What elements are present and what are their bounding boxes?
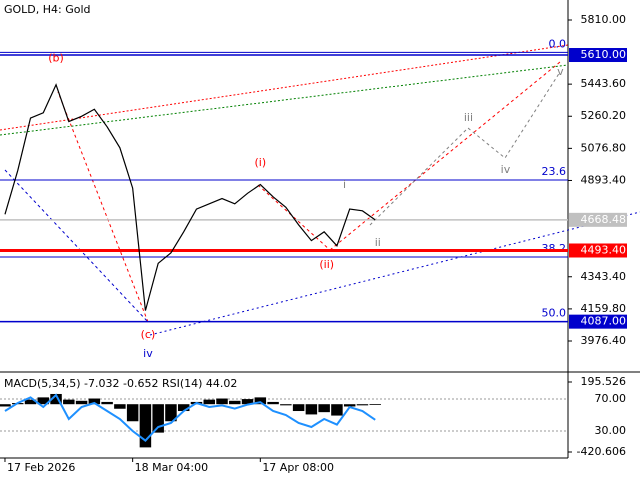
macd-bar — [152, 404, 164, 433]
macd-bar — [63, 399, 75, 405]
macd-bar — [165, 404, 177, 422]
macd-bar — [267, 401, 279, 405]
macd-bar — [24, 399, 37, 405]
level-box — [569, 243, 627, 258]
macd-bar — [101, 401, 113, 405]
level-box — [569, 314, 627, 329]
fib-label: 38.2 — [542, 242, 567, 255]
macd-bar — [280, 404, 292, 406]
trend-line — [0, 64, 569, 136]
macd-bar — [37, 397, 50, 405]
level-label: 4668.48 — [581, 213, 627, 226]
wave-label: iv — [501, 163, 511, 176]
macd-bar — [88, 398, 101, 405]
macd-bar — [216, 398, 228, 405]
price-line — [4, 83, 376, 311]
macd-bar — [139, 404, 152, 448]
macd-bar — [241, 399, 254, 405]
y-tick-label: 3976.40 — [581, 334, 627, 347]
trend-line — [4, 169, 149, 323]
y-tick-label: -420.606 — [577, 445, 626, 458]
macd-bar — [292, 404, 305, 412]
macd-bar — [126, 404, 139, 422]
wave-label: (i) — [254, 156, 266, 169]
macd-bar — [369, 404, 381, 405]
y2-tick-label: 30.00 — [595, 424, 627, 437]
macd-bar — [50, 393, 62, 405]
y2-tick-label: 70.00 — [595, 392, 627, 405]
y-tick-label: 5810.00 — [581, 13, 627, 26]
macd-bar — [343, 404, 356, 407]
x-tick-label: 18 Mar 04:00 — [135, 461, 208, 474]
y-tick-label: 5443.60 — [581, 77, 627, 90]
rsi-line — [4, 393, 376, 442]
wave-label: i — [343, 178, 346, 191]
trend-line — [57, 91, 149, 323]
y-tick-label: 4159.80 — [581, 302, 627, 315]
level-label: 4493.40 — [581, 243, 627, 256]
chart-title: GOLD, H4: Gold — [4, 3, 91, 16]
trend-line — [149, 211, 640, 336]
macd-bar — [356, 404, 369, 406]
macd-bar — [331, 404, 343, 416]
wave-label: iii — [464, 111, 473, 124]
wave-label: v — [557, 65, 564, 78]
macd-bar — [254, 397, 267, 405]
y-tick-label: 4893.40 — [581, 173, 627, 186]
macd-bar — [114, 404, 126, 409]
level-label: 5610.00 — [581, 48, 627, 61]
level-label: 4087.00 — [581, 315, 627, 328]
wave-label: (c) — [141, 328, 156, 341]
wave-label: ii — [375, 236, 381, 249]
x-tick-label: 17 Apr 08:00 — [262, 461, 334, 474]
macd-bar — [203, 399, 215, 405]
trend-line — [329, 61, 561, 251]
x-tick-label: 17 Feb 2026 — [7, 461, 75, 474]
macd-bar — [229, 400, 241, 405]
y-tick-label: 5260.20 — [581, 109, 627, 122]
fib-label: 50.0 — [542, 307, 567, 320]
y-tick-label: 195.526 — [581, 375, 627, 388]
macd-bar — [0, 404, 11, 407]
fib-label: 23.6 — [542, 165, 567, 178]
macd-bar — [318, 404, 330, 413]
y-tick-label: 5076.80 — [581, 141, 627, 154]
level-box — [569, 48, 627, 63]
macd-bar — [305, 404, 318, 415]
wave-label: (b) — [48, 52, 64, 65]
level-box — [569, 212, 627, 227]
wave-label: (ii) — [319, 258, 334, 271]
y-tick-label: 4343.40 — [581, 270, 627, 283]
wave-label: iv — [143, 347, 153, 360]
fib-label: 0.0 — [549, 37, 567, 50]
indicator-title: MACD(5,34,5) -7.032 -0.652 RSI(14) 44.02 — [4, 377, 237, 390]
forecast-path — [369, 71, 561, 226]
macd-bar — [177, 404, 190, 412]
macd-bar — [75, 400, 88, 405]
